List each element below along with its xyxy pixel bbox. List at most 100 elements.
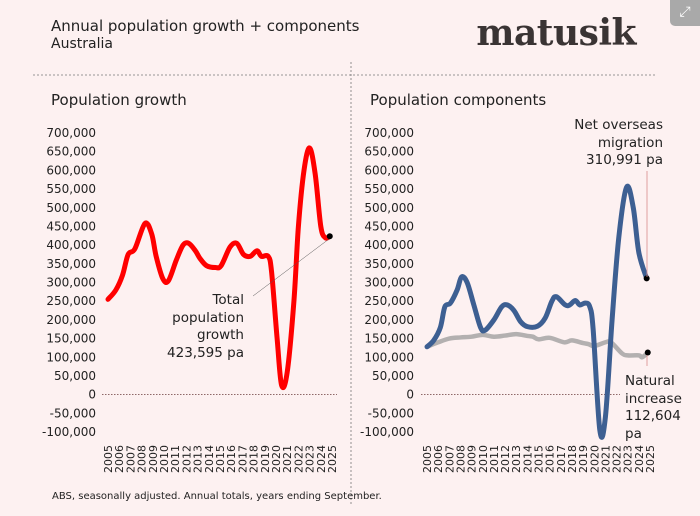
x-tick-label: 2012 [499, 445, 512, 473]
x-tick-label: 2025 [644, 445, 657, 473]
y-tick-label: 300,000 [46, 276, 96, 290]
end-point-marker-net-overseas-migration [643, 275, 650, 282]
y-tick-label: 650,000 [364, 145, 414, 159]
y-tick-label: 0 [406, 388, 414, 402]
y-tick-label: -50,000 [50, 406, 96, 420]
annotation-nom: Net overseas migration 310,991 pa [574, 117, 663, 170]
panel-title-population-growth: Population growth [51, 91, 187, 109]
y-tick-label: 100,000 [364, 350, 414, 364]
y-tick-label: 300,000 [364, 276, 414, 290]
annotation-line: 112,604 pa [625, 408, 681, 442]
y-tick-label: 200,000 [46, 313, 96, 327]
x-tick-label: 2016 [544, 445, 557, 473]
x-tick-label: 2010 [477, 445, 490, 473]
y-tick-label: 600,000 [364, 163, 414, 177]
y-tick-label: 400,000 [46, 238, 96, 252]
y-tick-label: -100,000 [360, 425, 414, 439]
annotation-line: migration [597, 134, 663, 151]
annotation-line: population [172, 309, 244, 326]
x-tick-label: 2009 [466, 445, 479, 473]
y-tick-label: -100,000 [42, 425, 96, 439]
x-tick-label: 2021 [599, 445, 612, 473]
y-tick-label: 550,000 [364, 182, 414, 196]
x-tick-label: 2017 [555, 445, 568, 473]
y-tick-label: 650,000 [46, 145, 96, 159]
panel-title-population-components: Population components [370, 91, 547, 109]
x-tick-label: 2011 [488, 445, 501, 473]
expand-arrows-icon[interactable]: ⤢ [670, 0, 700, 26]
y-tick-label: 0 [88, 388, 96, 402]
leader-line-total [252, 238, 330, 297]
x-tick-label: 2009 [147, 445, 160, 473]
y-tick-label: -50,000 [368, 406, 414, 420]
x-tick-label: 2024 [315, 445, 328, 473]
annotation-line: Net overseas [574, 117, 663, 133]
matusik-logo: matusik [476, 12, 636, 54]
y-tick-label: 450,000 [46, 219, 96, 233]
x-tick-label: 2015 [533, 445, 546, 473]
x-tick-label: 2019 [577, 445, 590, 473]
y-tick-label: 50,000 [54, 369, 96, 383]
x-tick-label: 2016 [225, 445, 238, 473]
y-tick-label: 600,000 [46, 163, 96, 177]
x-tick-label: 2020 [588, 445, 601, 473]
x-tick-label: 2007 [124, 445, 137, 473]
end-point-marker-total-population-growth [326, 233, 333, 240]
x-tick-label: 2023 [304, 445, 317, 473]
y-tick-label: 350,000 [364, 257, 414, 271]
y-tick-label: 150,000 [46, 332, 96, 346]
x-tick-label: 2014 [521, 445, 534, 473]
end-point-marker-natural-increase [644, 349, 651, 356]
y-tick-label: 500,000 [364, 201, 414, 215]
annotation-line: 423,595 pa [167, 344, 244, 361]
annotation-line: Natural [625, 373, 675, 389]
annotation-line: growth [197, 327, 244, 343]
x-tick-label: 2018 [248, 445, 261, 473]
y-tick-label: 700,000 [46, 126, 96, 140]
x-tick-label: 2022 [292, 445, 305, 473]
y-tick-label: 700,000 [364, 126, 414, 140]
y-tick-label: 550,000 [46, 182, 96, 196]
y-tick-label: 500,000 [46, 201, 96, 215]
x-tick-label: 2011 [169, 445, 182, 473]
x-tick-label: 2024 [633, 445, 646, 473]
annotation-line: 310,991 pa [586, 152, 663, 168]
x-tick-label: 2022 [611, 445, 624, 473]
x-tick-label: 2018 [566, 445, 579, 473]
series-line-total-population-growth [105, 145, 333, 391]
y-tick-label: 250,000 [46, 294, 96, 308]
chart-subtitle: Australia [51, 36, 113, 52]
y-tick-label: 400,000 [364, 238, 414, 252]
x-tick-label: 2007 [443, 445, 456, 473]
y-tick-label: 200,000 [364, 313, 414, 327]
x-tick-label: 2005 [421, 445, 434, 473]
x-tick-label: 2012 [180, 445, 193, 473]
x-tick-label: 2017 [236, 445, 249, 473]
y-tick-label: 50,000 [372, 369, 414, 383]
x-tick-label: 2006 [113, 445, 126, 473]
x-tick-label: 2025 [326, 445, 339, 473]
annotation-total: Total population growth 423,595 pa [167, 292, 244, 362]
x-tick-label: 2005 [102, 445, 115, 473]
annotation-line: increase [625, 390, 682, 407]
series-line-natural-increase [424, 331, 651, 360]
annotation-natural: Natural increase 112,604 pa [625, 373, 700, 443]
x-tick-label: 2021 [281, 445, 294, 473]
y-tick-label: 100,000 [46, 350, 96, 364]
x-tick-label: 2023 [622, 445, 635, 473]
x-tick-label: 2008 [454, 445, 467, 473]
chart-title: Annual population growth + components [51, 17, 360, 35]
y-tick-label: 150,000 [364, 332, 414, 346]
x-tick-label: 2006 [432, 445, 445, 473]
x-tick-label: 2013 [192, 445, 205, 473]
x-tick-label: 2015 [214, 445, 227, 473]
x-tick-label: 2013 [510, 445, 523, 473]
x-tick-label: 2010 [158, 445, 171, 473]
source-note: ABS, seasonally adjusted. Annual totals,… [52, 491, 382, 502]
y-tick-label: 250,000 [364, 294, 414, 308]
y-tick-label: 350,000 [46, 257, 96, 271]
y-tick-label: 450,000 [364, 219, 414, 233]
x-tick-label: 2019 [259, 445, 272, 473]
